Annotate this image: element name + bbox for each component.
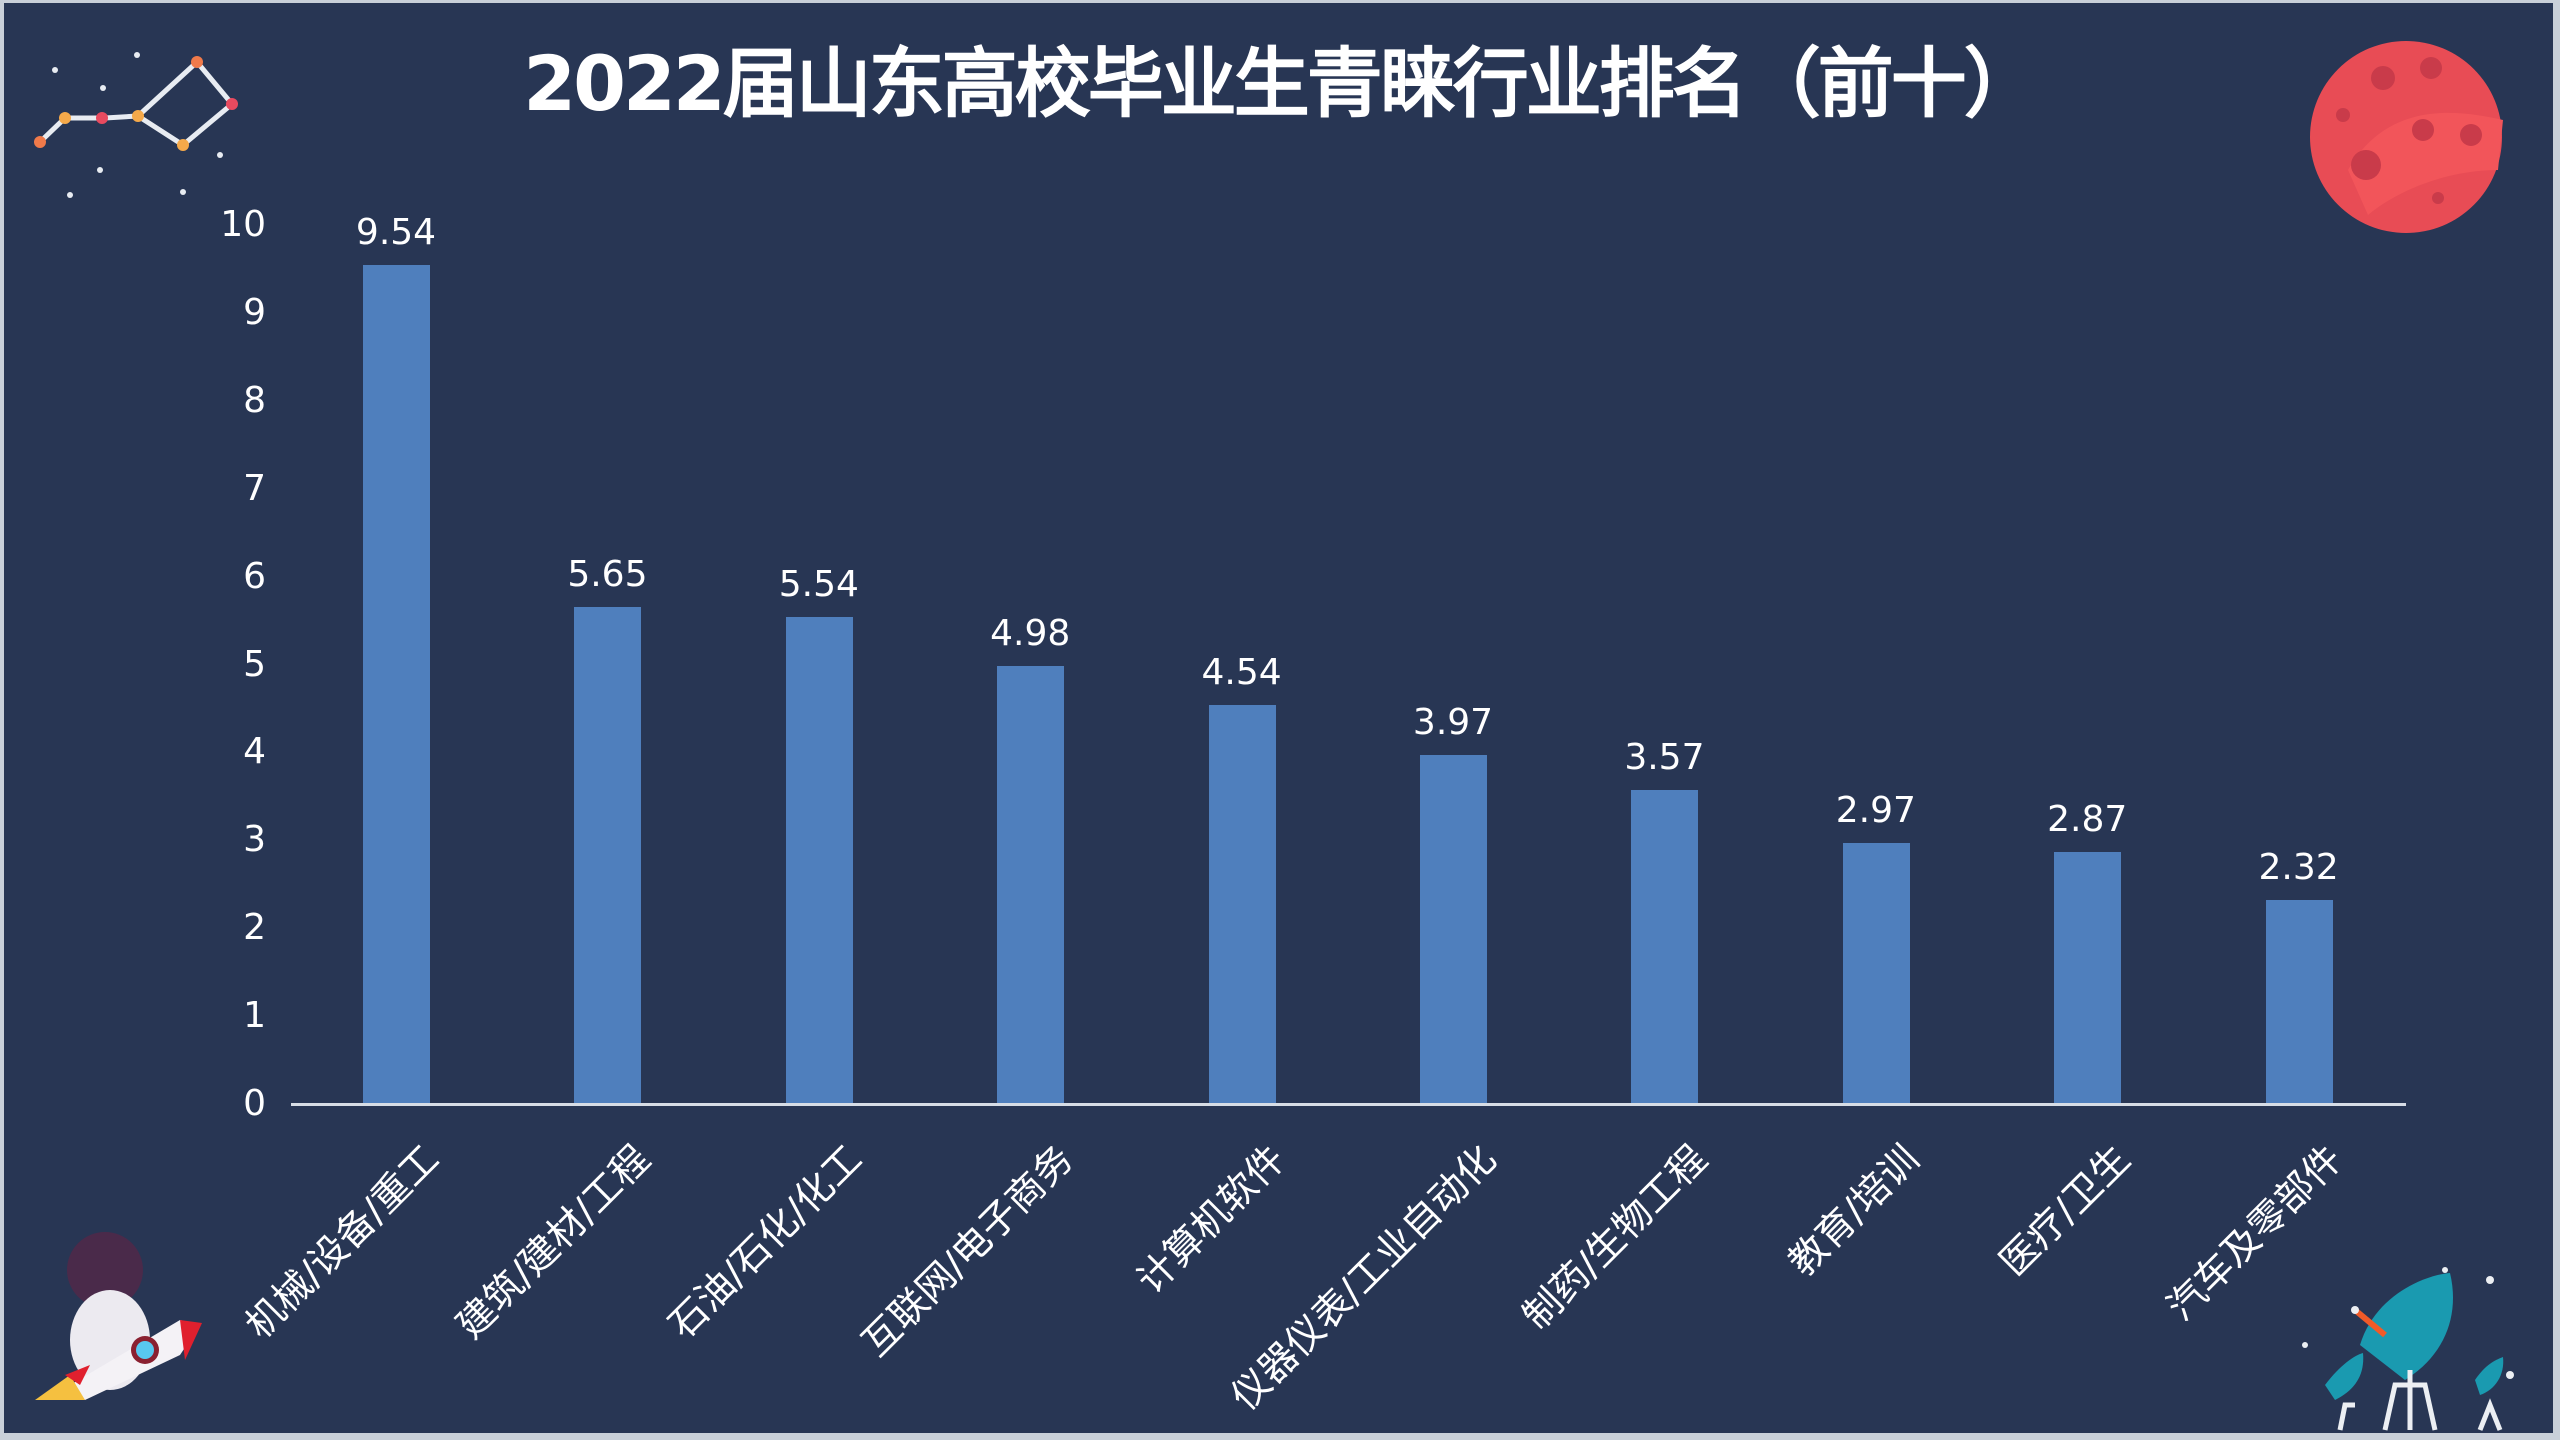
x-axis-line (291, 1103, 2406, 1106)
y-tick-label: 9 (243, 291, 266, 333)
y-tick-label: 1 (243, 995, 266, 1037)
bar-10 (2265, 900, 2333, 1104)
chart-title: 2022届山东高校毕业生青睐行业排名（前十） (523, 39, 2040, 128)
planet-icon (2310, 41, 2503, 233)
data-label: 4.98 (990, 613, 1071, 655)
data-label: 3.57 (1624, 737, 1705, 779)
y-tick-label: 0 (243, 1083, 266, 1124)
satellite-dish-icon (2302, 1267, 2514, 1431)
data-label: 2.87 (2047, 798, 2128, 840)
bar-1 (363, 265, 430, 1104)
y-tick-label: 5 (243, 643, 266, 685)
y-tick-label: 6 (243, 555, 266, 597)
bar-9 (2054, 851, 2122, 1104)
data-label: 2.32 (2258, 847, 2339, 889)
data-label: 5.54 (778, 564, 859, 606)
data-label: 9.54 (355, 212, 437, 254)
y-tick-label: 7 (243, 467, 266, 509)
data-label: 5.65 (567, 554, 648, 596)
bar-4 (997, 666, 1065, 1104)
y-tick-label: 4 (243, 731, 266, 773)
bar-6 (1420, 755, 1487, 1104)
astronaut-rocket-icon (35, 1232, 202, 1400)
y-tick-label: 8 (243, 379, 266, 421)
data-label: 2.97 (1835, 789, 1916, 831)
bar-8 (1842, 842, 1910, 1104)
data-label: 4.54 (1201, 651, 1282, 693)
constellation-icon (34, 52, 238, 198)
y-tick-label: 3 (243, 819, 266, 861)
bar-7 (1631, 790, 1699, 1104)
bar-2 (574, 607, 642, 1104)
y-tick-label: 2 (243, 907, 266, 949)
bar-3 (785, 617, 853, 1104)
data-label: 3.97 (1412, 702, 1494, 744)
y-tick-label: 10 (220, 204, 266, 245)
bar-5 (1208, 704, 1276, 1104)
